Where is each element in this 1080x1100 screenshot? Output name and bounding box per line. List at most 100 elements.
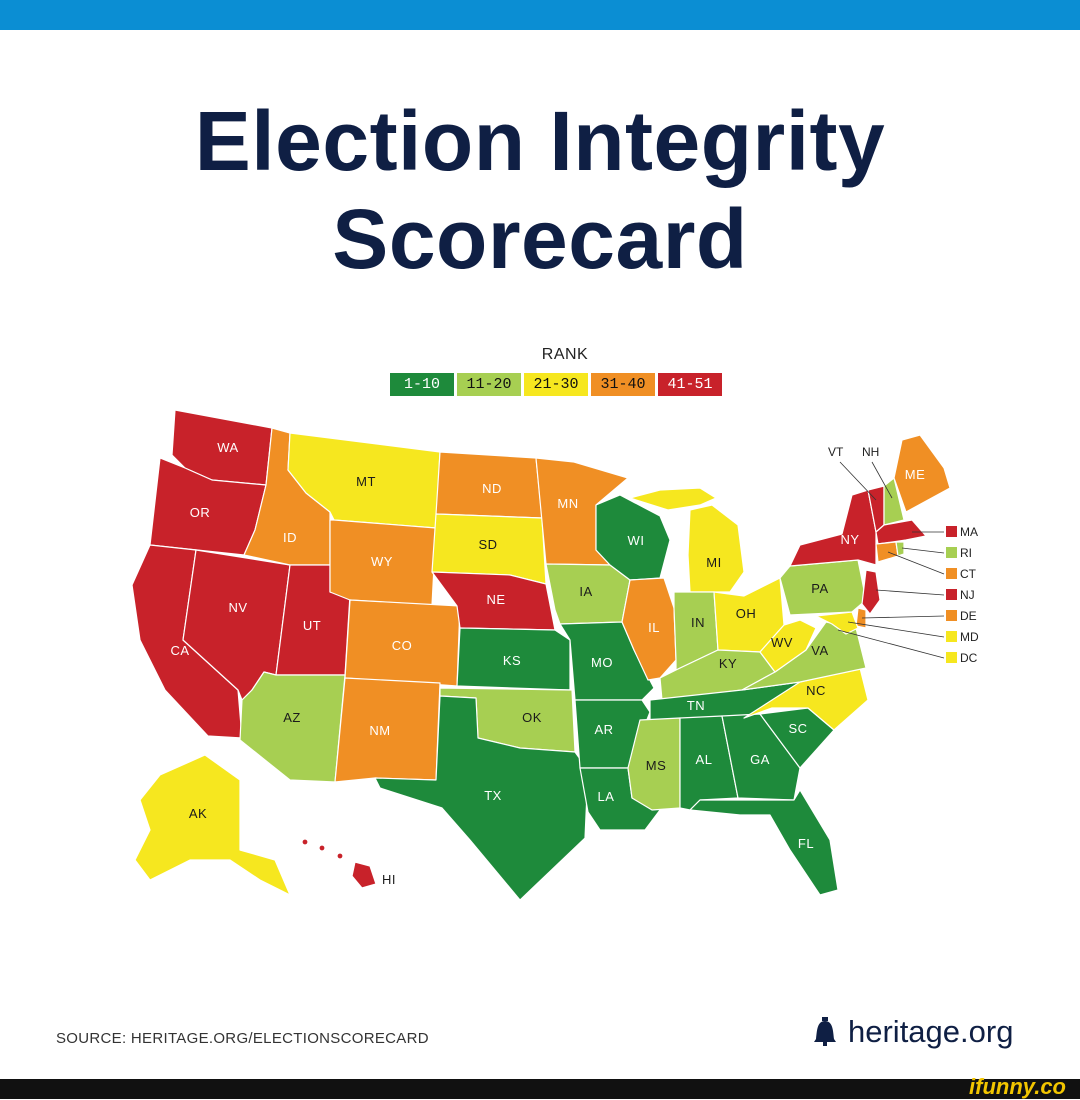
state-label-il: IL [648, 620, 660, 635]
state-fl [689, 789, 839, 896]
callout-swatch-md [946, 631, 957, 642]
state-ks [456, 627, 571, 691]
callout-line-md [847, 621, 945, 638]
state-label-sd: SD [478, 537, 497, 552]
state-label-al: AL [696, 752, 713, 767]
state-label-mt: MT [356, 474, 376, 489]
state-label-nd: ND [482, 481, 502, 496]
state-label-nc: NC [806, 683, 826, 698]
callout-label-nj: NJ [960, 588, 975, 602]
state-label-ia: IA [579, 584, 592, 599]
callout-label-md: MD [960, 630, 979, 644]
source-citation: SOURCE: HERITAGE.ORG/ELECTIONSCORECARD [56, 1030, 429, 1047]
callout-swatch-de [946, 610, 957, 621]
callout-line-ct [887, 551, 945, 575]
legend-item-11-20: 11-20 [457, 373, 521, 396]
state-label-ar: AR [594, 722, 613, 737]
state-label-pa: PA [811, 581, 828, 596]
state-hi [351, 861, 377, 889]
state-label-id: ID [283, 530, 297, 545]
state-ri [895, 541, 905, 557]
state-label-ky: KY [719, 656, 737, 671]
state-label-ca: CA [170, 643, 189, 658]
legend-item-31-40: 31-40 [591, 373, 655, 396]
state-label-ak: AK [189, 806, 207, 821]
state-hi-island [336, 852, 344, 860]
state-mi [687, 504, 745, 593]
state-label-co: CO [392, 638, 413, 653]
state-az [239, 671, 346, 783]
state-hi-island [301, 838, 309, 846]
legend-item-1-10: 1-10 [390, 373, 454, 396]
state-label-nv: NV [228, 600, 247, 615]
callout-nh-label: NH [862, 445, 879, 459]
top-accent-bar [0, 0, 1080, 30]
state-nh [883, 477, 905, 526]
callout-label-de: DE [960, 609, 977, 623]
callout-line-nj [875, 589, 945, 596]
state-label-ga: GA [750, 752, 770, 767]
state-label-mi: MI [706, 555, 721, 570]
northeast-callouts: VT NH MA RI CT NJ DE MD DC [828, 445, 979, 665]
callout-line-dc [837, 629, 945, 659]
state-label-oh: OH [736, 606, 757, 621]
state-nj [861, 569, 881, 615]
state-label-tn: TN [687, 698, 705, 713]
state-label-ok: OK [522, 710, 542, 725]
watermark: ifunny.co [969, 1074, 1066, 1099]
state-ct [875, 541, 899, 563]
state-label-tx: TX [484, 788, 502, 803]
state-label-mn: MN [557, 496, 578, 511]
callout-label-ri: RI [960, 546, 972, 560]
state-label-mo: MO [591, 655, 613, 670]
title-line-2: Scorecard [332, 192, 748, 286]
callout-nh-line [871, 461, 893, 499]
state-label-wa: WA [217, 440, 238, 455]
state-wv [759, 619, 817, 673]
state-label-wy: WY [371, 554, 393, 569]
state-label-or: OR [190, 505, 211, 520]
state-label-wv: WV [771, 635, 793, 650]
legend-title: RANK [541, 346, 589, 363]
state-label-ks: KS [503, 653, 521, 668]
state-label-az: AZ [283, 710, 301, 725]
state-label-la: LA [598, 789, 615, 804]
callout-label-ct: CT [960, 567, 977, 581]
callout-vt-label: VT [828, 445, 844, 459]
state-me [893, 434, 951, 513]
state-label-ut: UT [303, 618, 321, 633]
state-ny [789, 489, 877, 567]
brand-name: heritage.org [848, 1014, 1014, 1049]
state-label-sc: SC [788, 721, 807, 736]
state-label-fl: FL [798, 836, 814, 851]
state-label-ne: NE [486, 592, 505, 607]
title-line-1: Election Integrity [194, 94, 886, 188]
heritage-brand: heritage.org [812, 1014, 1013, 1050]
callout-line-de [861, 615, 945, 619]
callout-swatch-nj [946, 589, 957, 600]
state-tx [374, 695, 589, 901]
legend-item-21-30: 21-30 [524, 373, 588, 396]
state-label-nm: NM [369, 723, 390, 738]
callout-swatch-ma [946, 526, 957, 537]
callout-swatch-ct [946, 568, 957, 579]
state-hi-island [318, 844, 326, 852]
state-label-ny: NY [840, 532, 859, 547]
callout-vt-line [839, 461, 877, 501]
state-label-hi: HI [382, 872, 396, 887]
callout-label-dc: DC [960, 651, 978, 665]
state-label-ms: MS [646, 758, 667, 773]
callout-label-ma: MA [960, 525, 978, 539]
liberty-bell-icon [814, 1017, 836, 1046]
page-title: Election Integrity Scorecard [0, 92, 1080, 288]
state-label-in: IN [691, 615, 705, 630]
legend-item-41-51: 41-51 [658, 373, 722, 396]
callout-swatch-ri [946, 547, 957, 558]
bottom-bar [0, 1079, 1080, 1099]
state-de [855, 607, 867, 629]
state-label-wi: WI [628, 533, 645, 548]
state-label-me: ME [905, 467, 926, 482]
state-md [815, 611, 859, 635]
